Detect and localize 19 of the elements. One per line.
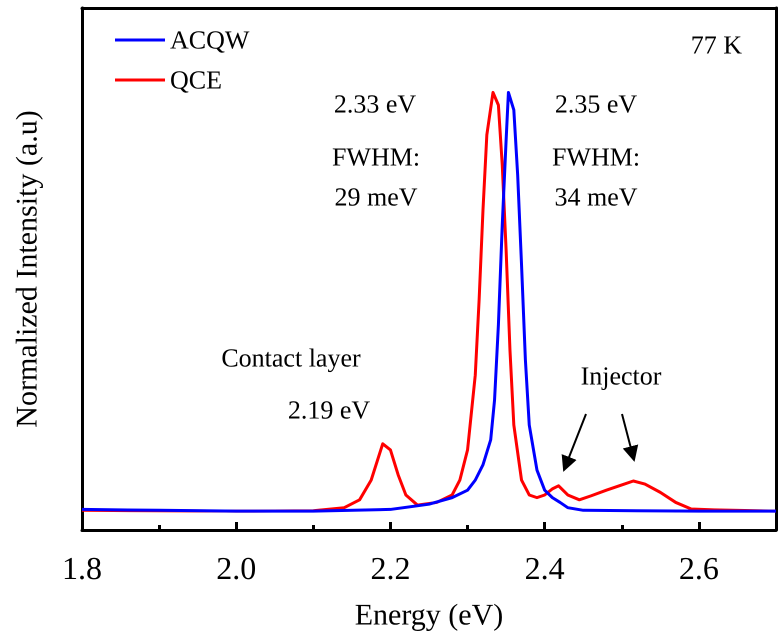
annotation: FWHM:: [552, 142, 640, 172]
text: 77 K: [690, 30, 742, 60]
x-tick-label: 2.6: [678, 550, 719, 586]
annotation: 34 meV: [554, 182, 638, 212]
y-axis-title: Normalized Intensity (a.u): [10, 110, 44, 428]
annotation: Contact layer: [221, 344, 361, 372]
x-axis-title: Energy (eV): [354, 598, 504, 632]
annotation: 2.33 eV: [334, 90, 416, 118]
annotation: 2.19 eV: [288, 396, 370, 424]
annotation: 29 meV: [334, 182, 418, 212]
legend-label: QCE: [170, 66, 222, 94]
annotation: 2.35 eV: [554, 90, 638, 118]
x-tick-label: 2.2: [370, 550, 410, 586]
legend-label: ACQW: [170, 26, 250, 54]
x-tick-label: 2.0: [216, 550, 256, 586]
annotation: Injector: [580, 362, 662, 390]
x-tick-label: 1.8: [62, 550, 102, 586]
x-tick-label: 2.4: [524, 550, 565, 586]
annotation: FWHM:: [332, 142, 420, 172]
